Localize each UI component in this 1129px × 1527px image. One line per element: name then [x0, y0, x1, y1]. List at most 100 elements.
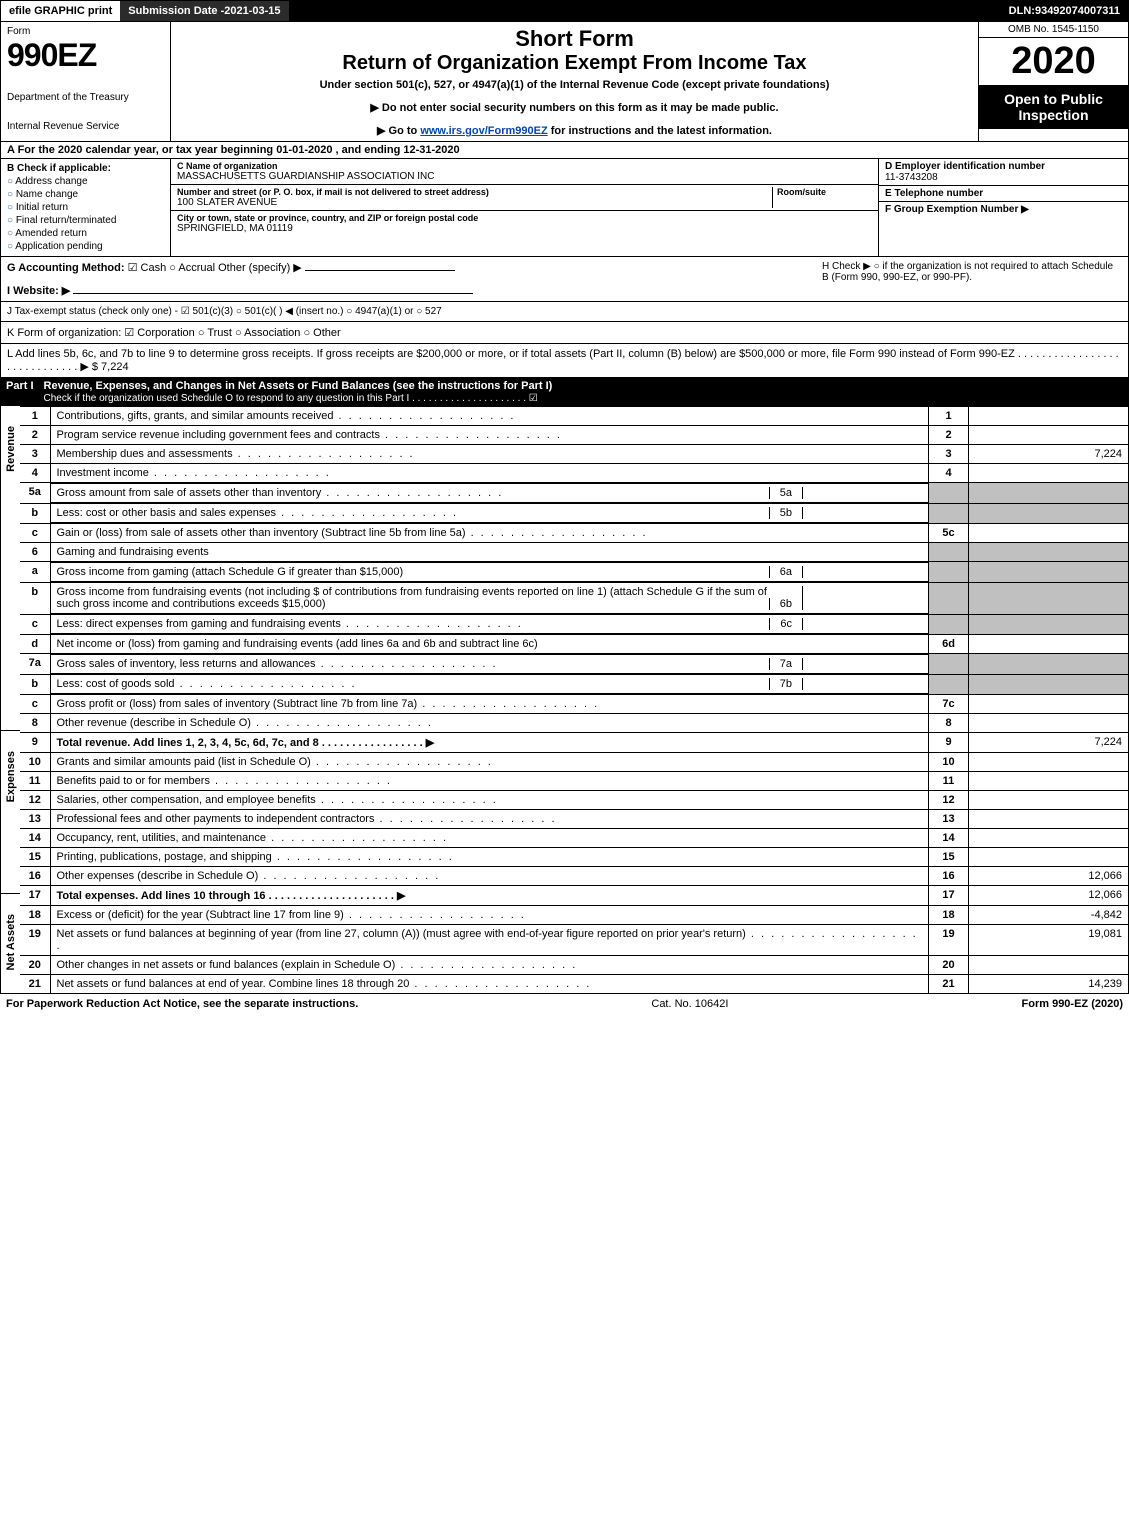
title-short-form: Short Form [181, 26, 968, 52]
org-name-cell: C Name of organization MASSACHUSETTS GUA… [171, 159, 878, 185]
line-14: 14Occupancy, rent, utilities, and mainte… [20, 829, 1129, 848]
irs-link[interactable]: www.irs.gov/Form990EZ [420, 125, 547, 137]
website-input[interactable] [73, 293, 473, 294]
phone-cell: E Telephone number [879, 186, 1128, 202]
dln: DLN: 93492074007311 [1001, 1, 1128, 21]
line-5c: cGain or (loss) from sale of assets othe… [20, 524, 1129, 543]
line-a-tax-year: A For the 2020 calendar year, or tax yea… [0, 142, 1129, 159]
line-10: 10Grants and similar amounts paid (list … [20, 753, 1129, 772]
ein-cell: D Employer identification number 11-3743… [879, 159, 1128, 186]
c-label: C Name of organization [177, 161, 872, 171]
line-16: 16Other expenses (describe in Schedule O… [20, 867, 1129, 886]
line-12: 12Salaries, other compensation, and empl… [20, 791, 1129, 810]
line-21: 21Net assets or fund balances at end of … [20, 975, 1129, 994]
note-link: ▶ Go to www.irs.gov/Form990EZ for instru… [181, 124, 968, 137]
group-exemption-cell: F Group Exemption Number ▶ [879, 202, 1128, 217]
side-expenses: Expenses [0, 731, 20, 894]
header-right: OMB No. 1545-1150 2020 Open to Public In… [978, 22, 1128, 141]
h-text: H Check ▶ ○ if the organization is not r… [822, 261, 1122, 297]
section-c: C Name of organization MASSACHUSETTS GUA… [171, 159, 878, 256]
footer-right: Form 990-EZ (2020) [1022, 998, 1123, 1010]
side-revenue: Revenue [0, 406, 20, 731]
section-b: B Check if applicable: Address change Na… [1, 159, 171, 256]
header-left: Form 990EZ Department of the Treasury In… [1, 22, 171, 141]
line-15: 15Printing, publications, postage, and s… [20, 848, 1129, 867]
g-label: G Accounting Method: [7, 262, 125, 274]
header-center: Short Form Return of Organization Exempt… [171, 22, 978, 141]
g-other-input[interactable] [305, 270, 455, 271]
city-cell: City or town, state or province, country… [171, 211, 878, 236]
part1-check: Check if the organization used Schedule … [44, 393, 538, 404]
line-11: 11Benefits paid to or for members11 [20, 772, 1129, 791]
street-address: 100 SLATER AVENUE [177, 197, 772, 208]
addr-label: Number and street (or P. O. box, if mail… [177, 187, 772, 197]
city-value: SPRINGFIELD, MA 01119 [177, 223, 872, 234]
ein-value: 11-3743208 [885, 172, 1122, 183]
chk-name-change[interactable]: Name change [7, 189, 164, 200]
section-def: D Employer identification number 11-3743… [878, 159, 1128, 256]
line-l: L Add lines 5b, 6c, and 7b to line 9 to … [0, 344, 1129, 378]
line-19: 19Net assets or fund balances at beginni… [20, 925, 1129, 956]
lines-table: 1Contributions, gifts, grants, and simil… [20, 406, 1129, 994]
footer: For Paperwork Reduction Act Notice, see … [0, 994, 1129, 1014]
dln-value: 93492074007311 [1035, 5, 1120, 17]
subdate-value: 2021-03-15 [224, 5, 280, 17]
form-number: 990EZ [7, 37, 164, 74]
addr-cell: Number and street (or P. O. box, if mail… [171, 185, 878, 211]
form-label: Form [7, 26, 164, 37]
chk-amended-return[interactable]: Amended return [7, 228, 164, 239]
line-3: 3Membership dues and assessments37,224 [20, 445, 1129, 464]
subdate-label: Submission Date - [128, 5, 224, 17]
line-1: 1Contributions, gifts, grants, and simil… [20, 407, 1129, 426]
org-name: MASSACHUSETTS GUARDIANSHIP ASSOCIATION I… [177, 171, 872, 182]
line-20: 20Other changes in net assets or fund ba… [20, 956, 1129, 975]
part1-body: Revenue Expenses Net Assets 1Contributio… [0, 406, 1129, 994]
info-block: B Check if applicable: Address change Na… [0, 159, 1129, 257]
part1-header: Part I Revenue, Expenses, and Changes in… [0, 378, 1129, 406]
room-label: Room/suite [777, 187, 872, 197]
line-5b: bLess: cost or other basis and sales exp… [20, 503, 1129, 524]
note2-pre: ▶ Go to [377, 125, 420, 137]
line-7c: cGross profit or (loss) from sales of in… [20, 695, 1129, 714]
footer-cat: Cat. No. 10642I [358, 998, 1021, 1010]
e-label: E Telephone number [885, 188, 1122, 199]
line-18: 18Excess or (deficit) for the year (Subt… [20, 906, 1129, 925]
line-17: 17Total expenses. Add lines 10 through 1… [20, 886, 1129, 906]
efile-print[interactable]: efile GRAPHIC print [1, 1, 120, 21]
line-2: 2Program service revenue including gover… [20, 426, 1129, 445]
dln-label: DLN: [1009, 5, 1035, 17]
line-g-h: G Accounting Method: ☑ Cash ○ Accrual Ot… [0, 257, 1129, 302]
line-k: K Form of organization: ☑ Corporation ○ … [0, 322, 1129, 344]
side-net-assets: Net Assets [0, 894, 20, 994]
g-other[interactable]: Other (specify) ▶ [218, 262, 302, 274]
tax-year: 2020 [979, 38, 1128, 85]
b-label: B Check if applicable: [7, 163, 164, 174]
line-6b: bGross income from fundraising events (n… [20, 582, 1129, 614]
city-label: City or town, state or province, country… [177, 213, 872, 223]
line-7a: 7aGross sales of inventory, less returns… [20, 654, 1129, 675]
line-7b: bLess: cost of goods sold7b [20, 674, 1129, 695]
note-ssn: ▶ Do not enter social security numbers o… [181, 101, 968, 114]
f-label: F Group Exemption Number ▶ [885, 204, 1122, 215]
line-13: 13Professional fees and other payments t… [20, 810, 1129, 829]
omb-number: OMB No. 1545-1150 [979, 22, 1128, 38]
line-4: 4Investment income4 [20, 464, 1129, 483]
line-9: 9Total revenue. Add lines 1, 2, 3, 4, 5c… [20, 733, 1129, 753]
chk-initial-return[interactable]: Initial return [7, 202, 164, 213]
line-5a: 5aGross amount from sale of assets other… [20, 483, 1129, 504]
title-return: Return of Organization Exempt From Incom… [181, 52, 968, 75]
part1-title: Revenue, Expenses, and Changes in Net As… [44, 380, 553, 392]
dept-treasury: Department of the Treasury [7, 92, 164, 103]
inspection-notice: Open to Public Inspection [979, 85, 1128, 129]
subtitle: Under section 501(c), 527, or 4947(a)(1)… [181, 79, 968, 91]
d-label: D Employer identification number [885, 161, 1122, 172]
i-label: I Website: ▶ [7, 285, 70, 297]
g-cash[interactable]: ☑ Cash [128, 262, 167, 274]
chk-application-pending[interactable]: Application pending [7, 241, 164, 252]
submission-date: Submission Date - 2021-03-15 [120, 1, 288, 21]
g-accrual[interactable]: ○ Accrual [169, 262, 215, 274]
chk-final-return[interactable]: Final return/terminated [7, 215, 164, 226]
line-j: J Tax-exempt status (check only one) - ☑… [0, 302, 1129, 322]
top-bar: efile GRAPHIC print Submission Date - 20… [0, 0, 1129, 22]
chk-address-change[interactable]: Address change [7, 176, 164, 187]
